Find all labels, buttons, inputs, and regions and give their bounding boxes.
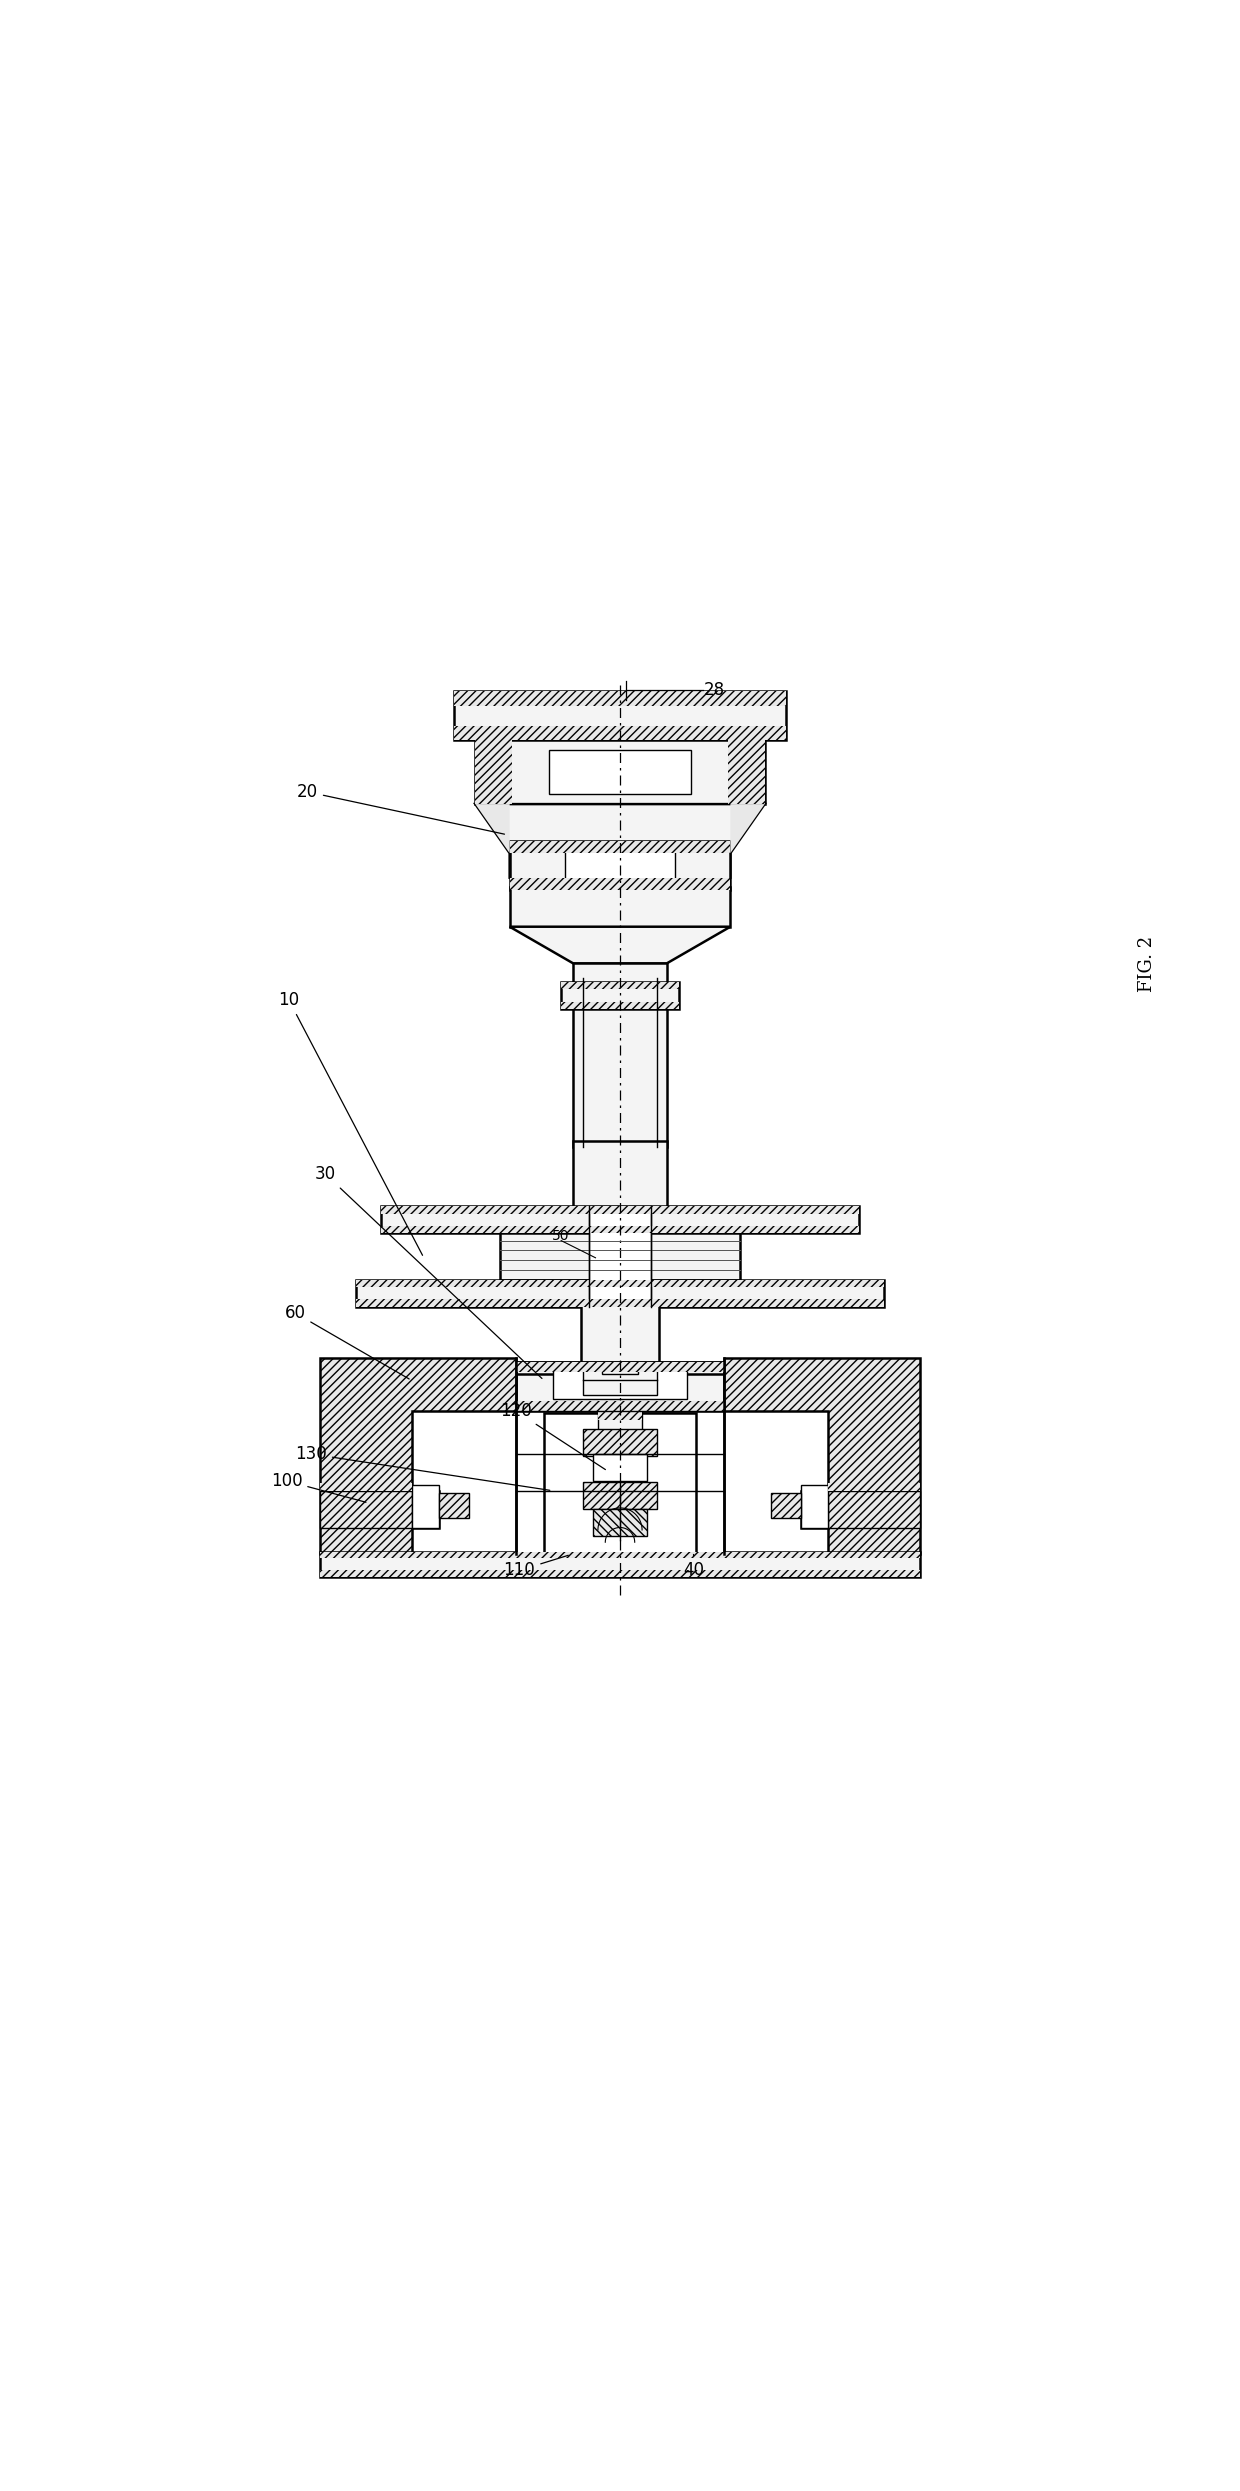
Bar: [320, 1552, 920, 1577]
Bar: [598, 1407, 642, 1420]
Bar: [320, 1569, 920, 1577]
Bar: [573, 964, 667, 1148]
Polygon shape: [320, 1358, 516, 1554]
Bar: [510, 842, 730, 889]
Bar: [510, 887, 730, 927]
Bar: [562, 981, 678, 1009]
Bar: [593, 1455, 647, 1482]
Text: 30: 30: [315, 1166, 542, 1378]
Bar: [562, 1001, 678, 1009]
Text: 120: 120: [500, 1402, 605, 1470]
Polygon shape: [475, 805, 765, 877]
Bar: [828, 1482, 920, 1490]
Bar: [455, 692, 785, 740]
Text: 10: 10: [279, 991, 423, 1255]
Bar: [828, 1490, 920, 1527]
Text: 130: 130: [295, 1445, 549, 1490]
Polygon shape: [724, 1358, 920, 1554]
Bar: [412, 1485, 439, 1527]
Bar: [516, 1363, 724, 1373]
Bar: [573, 1141, 667, 1208]
Bar: [589, 1206, 651, 1308]
Text: 60: 60: [285, 1303, 409, 1380]
Bar: [516, 1402, 724, 1410]
Bar: [516, 1363, 724, 1375]
Bar: [455, 725, 785, 740]
Bar: [356, 1300, 884, 1308]
Bar: [598, 1407, 642, 1432]
Bar: [801, 1485, 828, 1527]
Bar: [516, 1363, 724, 1410]
Text: FIG. 2: FIG. 2: [1138, 937, 1156, 991]
Text: 20: 20: [296, 782, 505, 834]
Bar: [500, 1233, 740, 1280]
Bar: [728, 740, 765, 805]
Text: 100: 100: [270, 1472, 366, 1502]
Polygon shape: [730, 805, 765, 852]
Bar: [565, 847, 675, 884]
Bar: [553, 1363, 687, 1400]
Bar: [475, 740, 765, 805]
Bar: [601, 1363, 639, 1375]
Bar: [583, 1365, 657, 1395]
Bar: [562, 981, 678, 989]
Bar: [381, 1206, 859, 1213]
Bar: [475, 740, 512, 805]
Bar: [439, 1492, 469, 1517]
Bar: [516, 1410, 724, 1554]
Bar: [510, 842, 730, 852]
Polygon shape: [510, 927, 730, 964]
Text: 110: 110: [503, 1554, 568, 1579]
Polygon shape: [475, 805, 510, 852]
Bar: [455, 692, 785, 705]
Bar: [381, 1226, 859, 1233]
Bar: [593, 1510, 647, 1537]
Bar: [771, 1492, 801, 1517]
Bar: [320, 1490, 412, 1527]
Bar: [320, 1552, 920, 1559]
Bar: [320, 1482, 412, 1490]
Bar: [580, 1305, 660, 1368]
Text: 50: 50: [552, 1228, 570, 1243]
Bar: [356, 1280, 884, 1288]
Text: 28: 28: [703, 680, 724, 700]
Bar: [510, 877, 730, 889]
Bar: [381, 1206, 859, 1233]
Text: 40: 40: [683, 1554, 704, 1579]
Bar: [583, 1482, 657, 1510]
Bar: [583, 1430, 657, 1457]
Bar: [356, 1280, 884, 1308]
Bar: [544, 1412, 696, 1554]
Bar: [549, 750, 691, 795]
